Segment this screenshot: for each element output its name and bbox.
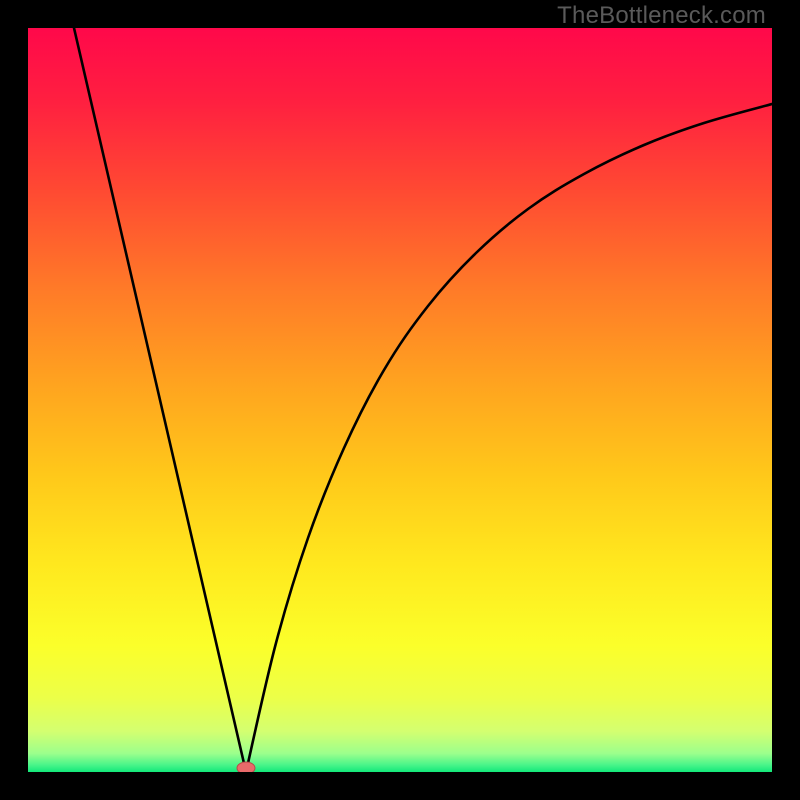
frame-border-right	[772, 0, 800, 800]
chart-frame: TheBottleneck.com	[0, 0, 800, 800]
optimal-point-marker	[237, 762, 255, 772]
frame-border-bottom	[0, 772, 800, 800]
bottleneck-curve	[28, 28, 772, 772]
watermark-text: TheBottleneck.com	[557, 2, 766, 30]
frame-border-left	[0, 0, 28, 800]
plot-area	[28, 28, 772, 772]
